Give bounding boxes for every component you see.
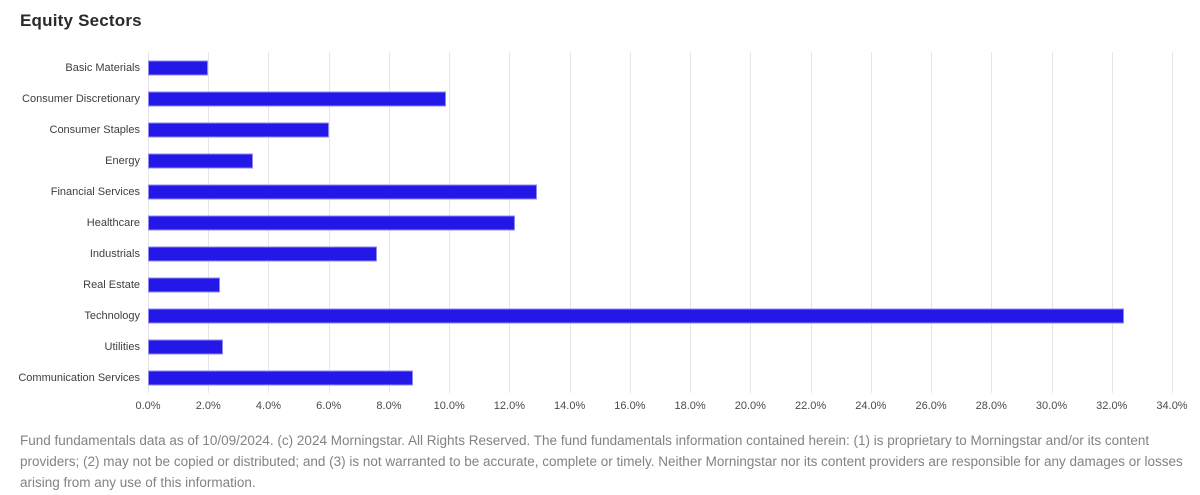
bar-row: Financial Services: [51, 176, 1172, 207]
bar-row: Industrials: [90, 238, 1172, 269]
x-tick-label: 34.0%: [1156, 400, 1188, 412]
bar-technology[interactable]: [148, 308, 1124, 323]
plot-area: Basic Materials Consumer Discretionary Con…: [18, 52, 1173, 393]
category-label: Energy: [105, 154, 140, 167]
gridline: [810, 52, 812, 393]
bar-row: Basic Materials: [65, 52, 1172, 83]
bar-consumer-discretionary[interactable]: [148, 91, 447, 106]
gridline: [690, 52, 692, 393]
bar-row: Utilities: [105, 331, 1172, 362]
category-label: Technology: [84, 309, 140, 322]
category-label: Utilities: [104, 340, 140, 353]
gridline: [1051, 52, 1053, 393]
gridline: [629, 52, 631, 393]
disclaimer-text: Fund fundamentals data as of 10/09/2024.…: [20, 433, 1183, 490]
bar-row: Communication Services: [18, 362, 1172, 393]
x-tick-label: 30.0%: [1035, 400, 1068, 412]
bar-industrials[interactable]: [148, 246, 377, 261]
gridline: [870, 52, 872, 393]
gridline: [991, 52, 993, 393]
x-tick-label: 20.0%: [734, 400, 766, 412]
x-tick-label: 16.0%: [614, 400, 646, 412]
bar-row: Consumer Staples: [50, 114, 1172, 145]
x-tick-label: 28.0%: [975, 400, 1007, 412]
x-tick-label: 4.0%: [255, 400, 282, 412]
x-axis: 0.0% 2.0% 4.0% 6.0% 8.0% 10.0% 12.0% 14.0% 16.0%…: [135, 393, 1187, 415]
x-tick-label: 12.0%: [493, 400, 526, 412]
x-tick-label: 8.0%: [376, 400, 402, 412]
x-tick-label: 24.0%: [855, 400, 887, 412]
bar-row: Real Estate: [83, 269, 1172, 300]
chart-title: Equity Sectors: [20, 11, 142, 30]
category-label: Communication Services: [18, 371, 140, 384]
bar-financial-services[interactable]: [148, 184, 537, 199]
category-label: Healthcare: [86, 216, 140, 229]
x-tick-label: 26.0%: [915, 400, 947, 412]
gridline: [569, 52, 571, 393]
bar-row: Consumer Discretionary: [22, 83, 1172, 114]
bar-row: Healthcare: [87, 207, 1172, 238]
category-label: Basic Materials: [65, 61, 140, 74]
bar-energy[interactable]: [148, 153, 254, 168]
equity-sectors-bar-chart: Basic Materials Consumer Discretionary Con…: [18, 52, 1188, 415]
gridline: [931, 52, 933, 393]
category-label: Financial Services: [50, 185, 140, 198]
gridline: [750, 52, 752, 393]
bar-utilities[interactable]: [148, 339, 224, 354]
category-label: Consumer Staples: [49, 123, 141, 136]
bar-healthcare[interactable]: [148, 215, 516, 230]
bar-row: Energy: [105, 145, 1172, 176]
x-tick-label: 2.0%: [195, 400, 221, 412]
category-label: Real Estate: [83, 278, 140, 291]
bar-communication-services[interactable]: [148, 370, 414, 385]
bar-basic-materials[interactable]: [148, 60, 209, 75]
x-tick-label: 6.0%: [316, 400, 342, 412]
x-tick-label: 14.0%: [554, 400, 586, 412]
bar-row: Technology: [84, 300, 1172, 331]
category-label: Consumer Discretionary: [22, 92, 140, 105]
x-tick-label: 18.0%: [674, 400, 706, 412]
bar-consumer-staples[interactable]: [148, 122, 329, 137]
x-tick-label: 22.0%: [794, 400, 827, 412]
x-tick-label: 0.0%: [135, 400, 161, 412]
gridline: [1172, 52, 1173, 393]
gridline: [1111, 52, 1113, 393]
x-tick-label: 10.0%: [433, 400, 465, 412]
x-tick-label: 32.0%: [1096, 400, 1128, 412]
category-label: Industrials: [89, 247, 140, 260]
bar-real-estate[interactable]: [148, 277, 221, 292]
